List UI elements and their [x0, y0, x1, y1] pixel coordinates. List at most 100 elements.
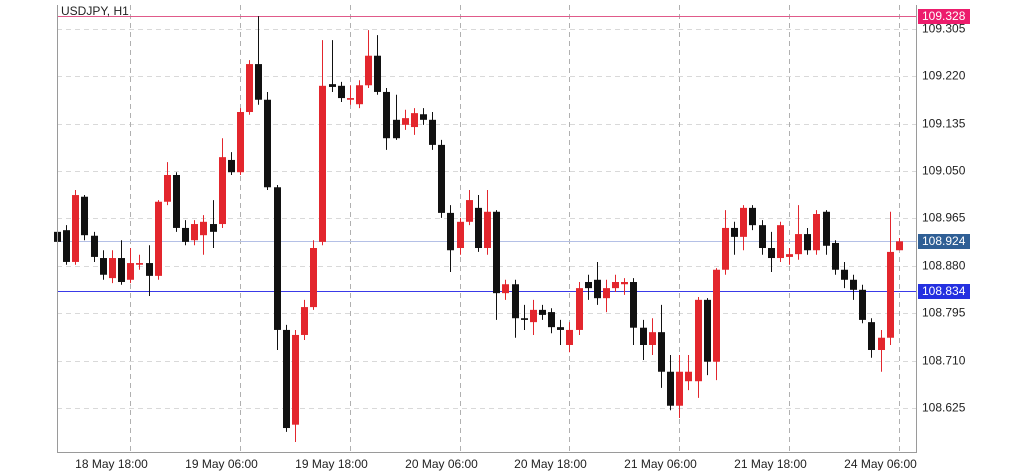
candle-body: [310, 248, 317, 308]
candle-body: [521, 318, 528, 320]
candle-body: [832, 242, 839, 270]
candle-body: [429, 119, 436, 145]
candle-body: [274, 187, 281, 330]
candle-body: [868, 322, 875, 351]
x-tick-label: 24 May 06:00: [844, 457, 917, 471]
candle-body: [713, 269, 720, 362]
candle-body: [859, 289, 866, 320]
candle-body: [155, 201, 162, 276]
candle-body: [264, 99, 271, 188]
candle-body: [457, 221, 464, 249]
price-tag: [918, 9, 970, 24]
candle-body: [722, 227, 729, 270]
candle-body: [813, 214, 820, 251]
candle-body: [759, 225, 766, 249]
candle-body: [319, 85, 326, 242]
candle-body: [530, 309, 537, 323]
candle-body: [576, 288, 583, 330]
price-tag-label: 109.328: [922, 9, 966, 23]
y-tick-label: 108.710: [922, 354, 966, 368]
grid: [57, 5, 916, 452]
x-tick-label: 21 May 18:00: [734, 457, 807, 471]
x-tick-label: 20 May 06:00: [405, 457, 478, 471]
candle-body: [795, 234, 802, 255]
candle-body: [146, 263, 153, 276]
y-tick-label: 109.050: [922, 164, 966, 178]
candle-body: [493, 211, 500, 294]
candle-body: [695, 299, 702, 382]
candle-body: [301, 307, 308, 335]
candle-body: [246, 64, 253, 113]
candle-body: [100, 258, 107, 275]
candle-body: [823, 211, 830, 246]
candle-body: [72, 195, 79, 262]
y-tick-label: 108.880: [922, 259, 966, 273]
y-tick-label: 108.965: [922, 211, 966, 225]
candle-body: [566, 329, 573, 345]
candle-body: [630, 282, 637, 328]
labels: 109.305 109.220 109.135 109.050 108.965 108.8…: [75, 9, 970, 471]
candle-body: [603, 288, 610, 299]
candle-body: [228, 159, 235, 173]
chart-title: USDJPY, H1: [61, 4, 129, 18]
candle-body: [512, 284, 519, 319]
candle-body: [804, 234, 811, 251]
candle-body: [338, 85, 345, 99]
candle-body: [81, 196, 88, 236]
y-tick-label: 109.135: [922, 117, 966, 131]
candle-body: [594, 279, 601, 299]
candle-body: [740, 207, 747, 237]
candle-body: [777, 225, 784, 259]
candle-body: [255, 64, 262, 100]
candle-body: [896, 241, 903, 251]
price-tag-label: 108.924: [922, 234, 966, 248]
candle-body: [704, 299, 711, 362]
candle-body: [539, 309, 546, 315]
candle-body: [841, 269, 848, 280]
candle-body: [887, 251, 894, 338]
y-tick-label: 108.795: [922, 306, 966, 320]
candle-body: [640, 327, 647, 345]
candle-body: [411, 113, 418, 128]
candle-body: [749, 207, 756, 226]
candle-body: [402, 118, 409, 125]
candle-body: [164, 174, 171, 202]
price-tag-label: 108.834: [922, 284, 966, 298]
candle-body: [210, 224, 217, 232]
candle-body: [109, 258, 116, 279]
candle-body: [173, 174, 180, 228]
candle-body: [475, 207, 482, 249]
candle-body: [200, 221, 207, 236]
candle-body: [347, 98, 354, 100]
candle-body: [658, 332, 665, 372]
candle-body: [466, 200, 473, 222]
candle-body: [393, 119, 400, 139]
y-tick-label: 109.305: [922, 22, 966, 36]
candle-body: [612, 282, 619, 289]
candle-body: [283, 329, 290, 429]
candle-body: [219, 157, 226, 225]
candle-body: [127, 263, 134, 280]
candle-body: [502, 284, 509, 294]
x-tick-label: 18 May 18:00: [75, 457, 148, 471]
candle-body: [548, 312, 555, 328]
x-tick-label: 19 May 06:00: [185, 457, 258, 471]
candle-body: [731, 227, 738, 237]
candle-body: [182, 227, 189, 242]
candle-body: [91, 235, 98, 257]
candle-body: [667, 371, 674, 406]
candle-body: [356, 85, 363, 105]
x-tick-label: 19 May 18:00: [295, 457, 368, 471]
candle-body: [768, 248, 775, 259]
candle-body: [237, 112, 244, 173]
price-tag: [918, 234, 970, 249]
candle-body: [786, 254, 793, 257]
candle-body: [621, 282, 628, 285]
candle-body: [676, 371, 683, 406]
candle-body: [383, 91, 390, 139]
candle-body: [365, 55, 372, 86]
x-tick-label: 20 May 18:00: [514, 457, 587, 471]
candle-body: [685, 371, 692, 382]
